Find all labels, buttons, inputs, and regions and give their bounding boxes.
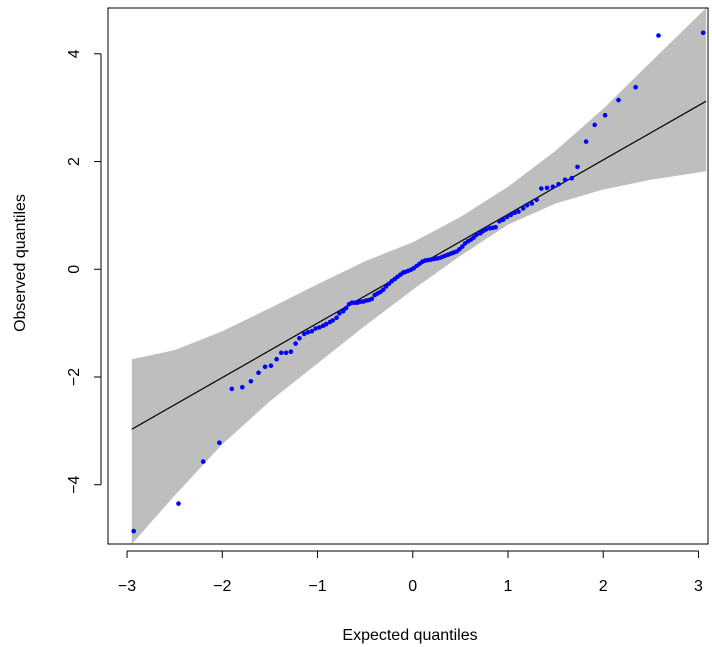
data-point (369, 296, 375, 302)
data-point (240, 384, 245, 390)
data-point (512, 210, 517, 215)
data-points-layer (131, 30, 706, 534)
y-axis-title: Observed quantiles (12, 194, 29, 332)
data-point (500, 217, 506, 222)
data-point (337, 311, 342, 316)
x-axis: −3 −2 −1 0 1 2 3 (118, 550, 703, 595)
y-tick-label: 4 (66, 49, 83, 58)
data-point (471, 235, 477, 240)
data-point (262, 364, 268, 370)
plot-frame (107, 7, 709, 545)
data-point (176, 501, 181, 506)
data-point (305, 330, 311, 335)
confidence-band-layer (131, 8, 707, 544)
data-point (460, 244, 465, 249)
data-point (229, 386, 235, 392)
data-point (508, 212, 514, 218)
data-point (313, 326, 318, 331)
data-point (217, 440, 222, 446)
y-axis: −4 −2 0 2 4 (66, 49, 102, 494)
data-point (256, 370, 261, 376)
x-tick-label: −1 (308, 578, 326, 595)
data-point (274, 356, 279, 362)
data-point (200, 459, 206, 464)
data-point (556, 181, 561, 187)
data-point (131, 528, 136, 534)
x-tick-label: 3 (694, 578, 703, 595)
y-tick-label: −4 (66, 476, 83, 494)
x-tick-label: 0 (408, 578, 417, 595)
data-point (516, 209, 521, 214)
y-tick-label: 2 (66, 157, 83, 166)
data-point (524, 202, 530, 208)
data-point (544, 185, 550, 191)
data-point (616, 97, 621, 103)
data-point (529, 201, 535, 206)
data-point (483, 227, 489, 232)
data-point (656, 33, 661, 38)
data-point (283, 350, 289, 356)
data-point (288, 349, 294, 355)
data-point (534, 197, 539, 203)
x-tick-label: 1 (504, 578, 513, 595)
data-point (330, 318, 336, 323)
data-point (301, 331, 307, 337)
data-point (323, 321, 329, 327)
data-point (340, 309, 346, 314)
y-tick-label: −2 (66, 368, 83, 386)
data-point (583, 139, 589, 144)
y-tick-label: 0 (66, 265, 83, 274)
data-point (539, 186, 544, 191)
x-tick-label: −2 (213, 578, 231, 595)
data-point (334, 315, 339, 321)
data-point (248, 379, 254, 384)
x-tick-label: 2 (599, 578, 608, 595)
data-point (297, 335, 302, 341)
data-point (383, 284, 389, 289)
data-point (575, 164, 580, 170)
x-tick-label: −3 (118, 578, 136, 595)
data-point (550, 184, 556, 190)
data-point (293, 341, 298, 346)
x-axis-title: Expected quantiles (342, 627, 477, 644)
data-point (562, 177, 568, 183)
data-point (268, 363, 274, 369)
data-point (457, 247, 462, 252)
data-point (343, 305, 349, 311)
data-point (380, 287, 386, 293)
data-point (569, 175, 575, 181)
data-point (520, 206, 526, 211)
data-point (633, 84, 638, 90)
data-point (317, 325, 322, 330)
data-point (700, 30, 706, 36)
data-point (592, 122, 597, 128)
data-point (497, 219, 502, 224)
data-point (504, 214, 510, 220)
confidence-band (131, 8, 707, 544)
data-point (279, 350, 284, 356)
data-point (309, 328, 315, 334)
data-point (493, 224, 498, 230)
data-point (602, 112, 608, 118)
data-point (474, 232, 479, 238)
